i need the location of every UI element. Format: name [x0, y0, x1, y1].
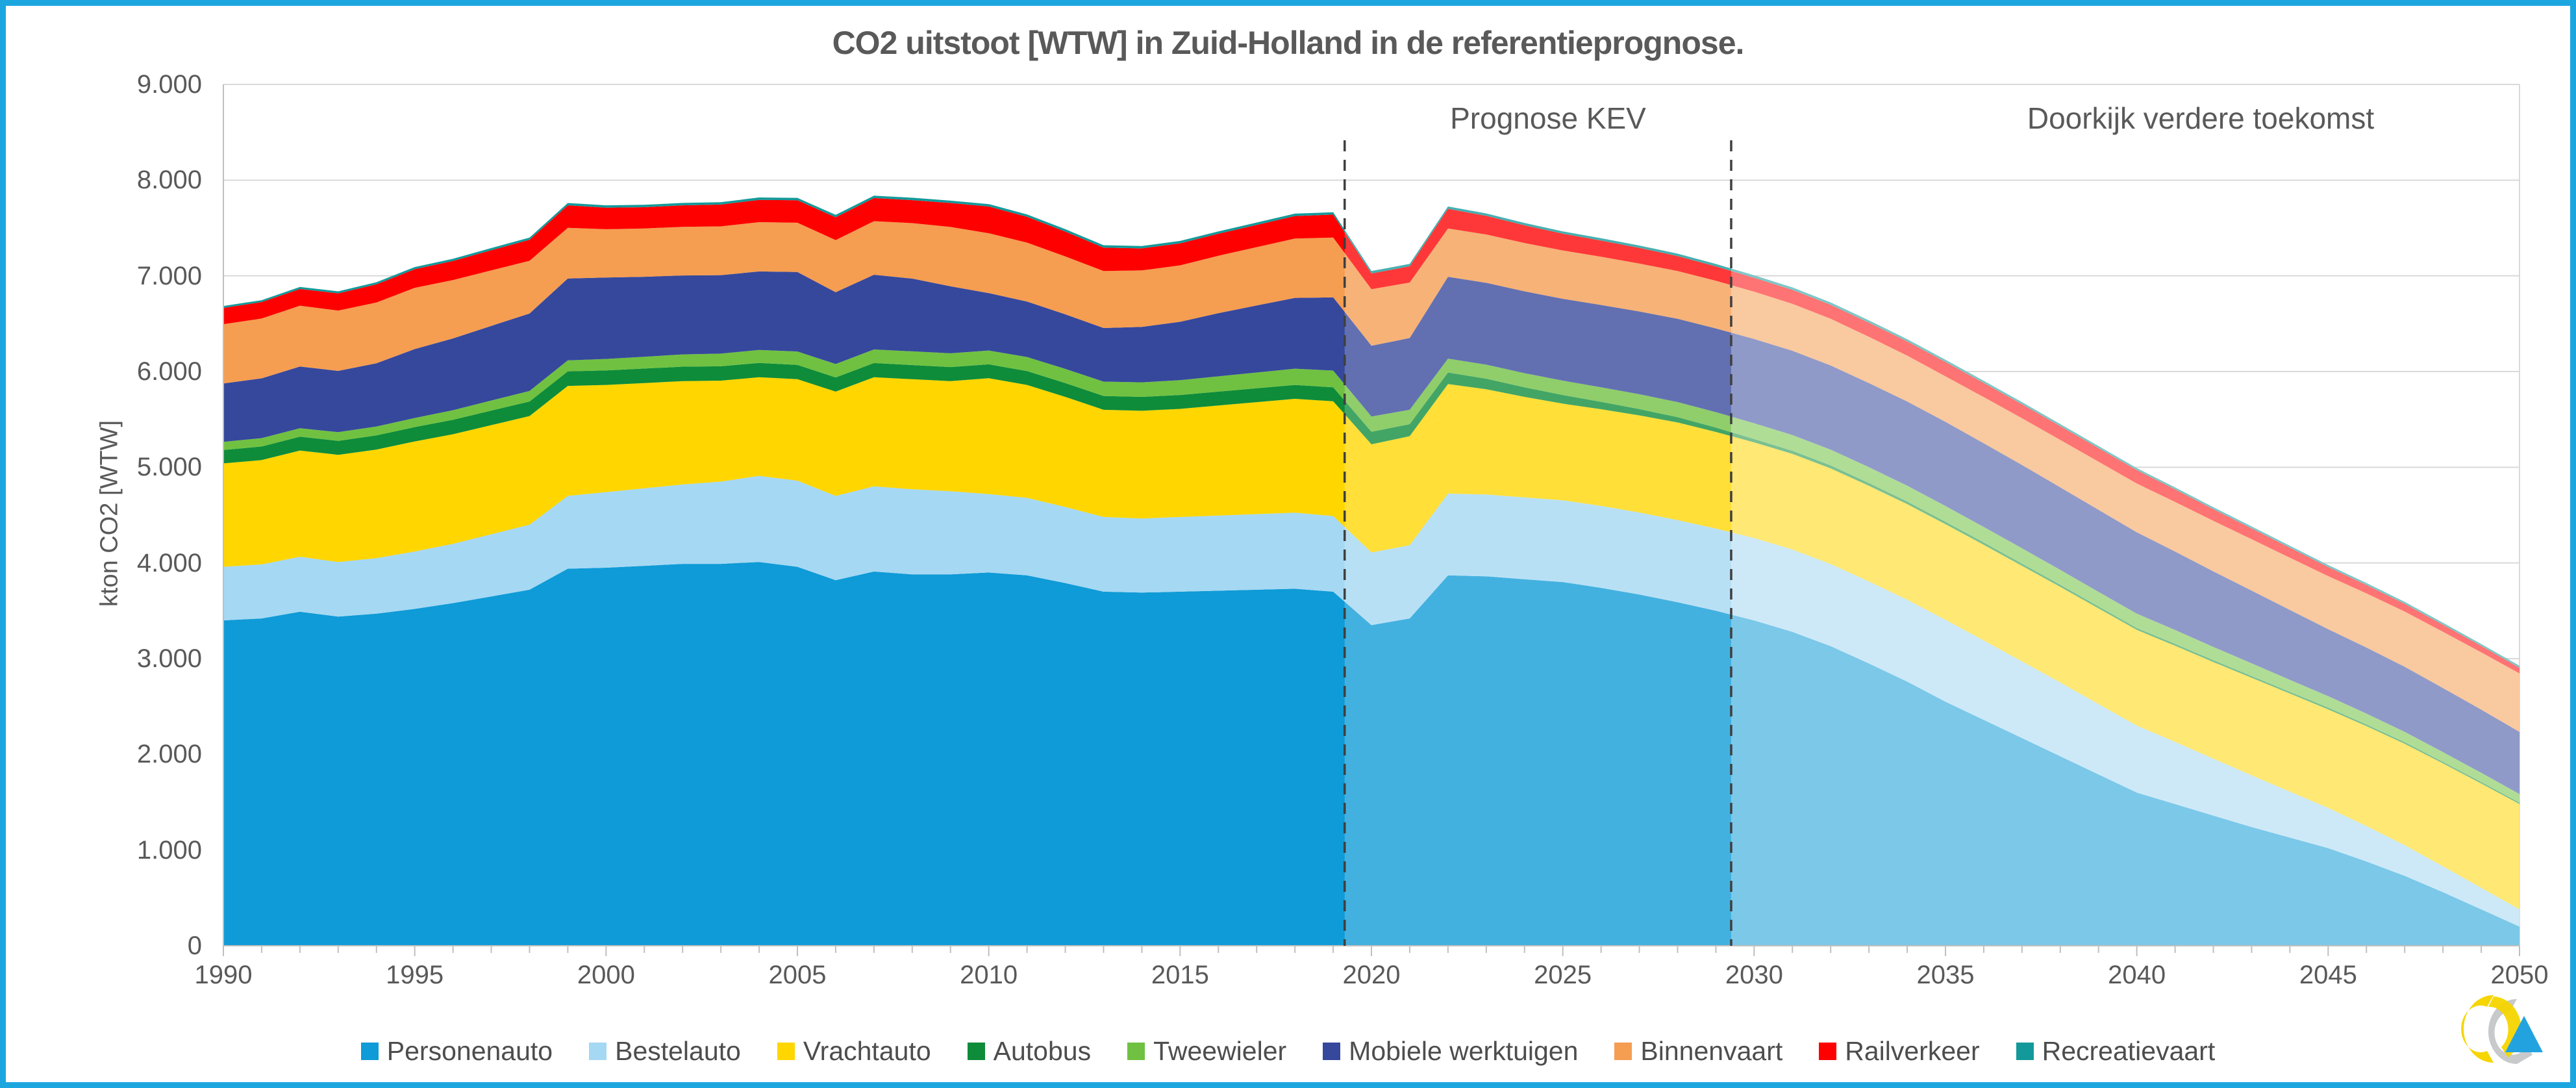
forecast-fade-overlay: [1731, 196, 2520, 946]
area-bestelauto: [223, 475, 2520, 927]
legend-item-vrachtauto: Vrachtauto: [777, 1036, 931, 1067]
legend-swatch: [1614, 1043, 1632, 1060]
legend-swatch: [1127, 1043, 1145, 1060]
legend: Personenauto Bestelauto Vrachtauto Autobus T…: [6, 1036, 2570, 1067]
x-tick-label: 2010: [960, 961, 1018, 989]
legend-label: Recreatievaart: [2042, 1036, 2216, 1066]
x-tick-label: 2040: [2108, 961, 2166, 989]
legend-item-autobus: Autobus: [967, 1036, 1092, 1067]
area-tweewieler: [223, 349, 2520, 803]
logo-blue-triangle: [2505, 1016, 2543, 1052]
goudappel-logo: [2461, 995, 2543, 1064]
legend-swatch: [967, 1043, 985, 1060]
y-tick-label: 1.000: [136, 835, 202, 865]
y-tick-label: 8.000: [136, 166, 202, 195]
y-tick-label: 3.000: [136, 644, 202, 673]
logo-gray-ribbon: [2488, 999, 2532, 1064]
area-vrachtauto: [223, 377, 2520, 909]
stacked-area-plot: [223, 84, 2520, 956]
y-tick-label: 9.000: [136, 70, 202, 99]
legend-label: Bestelauto: [615, 1036, 741, 1066]
x-tick-label: 2005: [768, 961, 827, 989]
legend-label: Binnenvaart: [1640, 1036, 1783, 1066]
legend-item-railverkeer: Railverkeer: [1819, 1036, 1980, 1067]
legend-item-binnenvaart: Binnenvaart: [1614, 1036, 1782, 1067]
y-tick-label: 6.000: [136, 357, 202, 386]
annotation-doorkijk: Doorkijk verdere toekomst: [2027, 101, 2375, 135]
legend-label: Personenauto: [386, 1036, 553, 1066]
x-tick-label: 2015: [1151, 961, 1209, 989]
legend-label: Vrachtauto: [803, 1036, 931, 1066]
legend-item-personenauto: Personenauto: [360, 1036, 553, 1067]
legend-swatch: [360, 1043, 379, 1060]
legend-label: Autobus: [993, 1036, 1092, 1066]
legend-swatch: [1819, 1043, 1837, 1060]
legend-swatch: [589, 1043, 607, 1060]
area-mobiele-werktuigen: [223, 271, 2520, 794]
legend-swatch: [777, 1043, 795, 1060]
legend-label: Railverkeer: [1845, 1036, 1980, 1066]
chart-title: CO2 uitstoot [WTW] in Zuid-Holland in de…: [832, 25, 1745, 61]
y-tick-label: 0: [187, 931, 202, 960]
annotation-prognose-kev: Prognose KEV: [1450, 101, 1646, 135]
legend-item-recreatievaart: Recreatievaart: [2016, 1036, 2216, 1067]
legend-item-bestelauto: Bestelauto: [589, 1036, 741, 1067]
legend-swatch: [1323, 1043, 1341, 1060]
x-tick-label: 2020: [1342, 961, 1401, 989]
y-tick-label: 7.000: [136, 261, 202, 290]
legend-item-mobiele-werktuigen: Mobiele werktuigen: [1323, 1036, 1578, 1067]
forecast-fade-overlay: [1344, 196, 1731, 946]
area-series-group: [223, 196, 2520, 946]
legend-label: Tweewieler: [1153, 1036, 1287, 1066]
x-tick-label: 1995: [386, 961, 444, 989]
area-binnenvaart: [223, 221, 2520, 732]
area-personenauto: [223, 562, 2520, 946]
x-tick-label: 1990: [194, 961, 253, 989]
y-axis-title: kton CO2 [WTW]: [95, 420, 123, 607]
area-railverkeer: [223, 197, 2520, 674]
y-tick-label: 2.000: [136, 740, 202, 769]
x-tick-label: 2045: [2299, 961, 2357, 989]
x-tick-label: 2050: [2490, 961, 2549, 989]
x-tick-label: 2035: [1916, 961, 1975, 989]
x-tick-label: 2030: [1725, 961, 1783, 989]
y-tick-label: 4.000: [136, 548, 202, 577]
x-tick-label: 2025: [1534, 961, 1592, 989]
y-tick-label: 5.000: [136, 453, 202, 482]
x-tick-label: 2000: [577, 961, 635, 989]
legend-label: Mobiele werktuigen: [1349, 1036, 1579, 1066]
legend-swatch: [2016, 1043, 2034, 1060]
legend-item-tweewieler: Tweewieler: [1127, 1036, 1286, 1067]
